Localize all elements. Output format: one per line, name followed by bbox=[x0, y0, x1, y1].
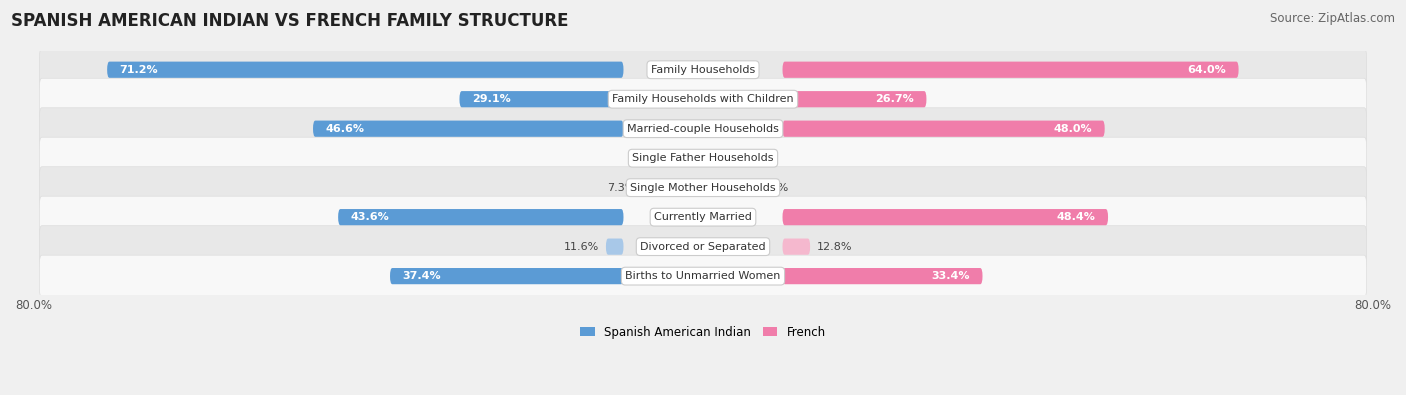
Text: SPANISH AMERICAN INDIAN VS FRENCH FAMILY STRUCTURE: SPANISH AMERICAN INDIAN VS FRENCH FAMILY… bbox=[11, 12, 569, 30]
Text: 43.6%: 43.6% bbox=[350, 212, 389, 222]
Text: 2.9%: 2.9% bbox=[644, 153, 672, 163]
FancyBboxPatch shape bbox=[39, 137, 1367, 179]
FancyBboxPatch shape bbox=[783, 120, 1105, 137]
Text: 6.0%: 6.0% bbox=[759, 182, 789, 193]
Text: Births to Unmarried Women: Births to Unmarried Women bbox=[626, 271, 780, 281]
Text: 46.6%: 46.6% bbox=[326, 124, 364, 134]
Text: 48.4%: 48.4% bbox=[1057, 212, 1095, 222]
Text: Married-couple Households: Married-couple Households bbox=[627, 124, 779, 134]
Text: Family Households with Children: Family Households with Children bbox=[612, 94, 794, 104]
FancyBboxPatch shape bbox=[783, 268, 983, 284]
Text: Divorced or Separated: Divorced or Separated bbox=[640, 242, 766, 252]
Text: 11.6%: 11.6% bbox=[564, 242, 599, 252]
FancyBboxPatch shape bbox=[460, 91, 623, 107]
Text: 64.0%: 64.0% bbox=[1187, 65, 1226, 75]
Text: 12.8%: 12.8% bbox=[817, 242, 852, 252]
Text: Source: ZipAtlas.com: Source: ZipAtlas.com bbox=[1270, 12, 1395, 25]
FancyBboxPatch shape bbox=[39, 49, 1367, 90]
Text: 48.0%: 48.0% bbox=[1053, 124, 1092, 134]
Text: Currently Married: Currently Married bbox=[654, 212, 752, 222]
Text: 26.7%: 26.7% bbox=[875, 94, 914, 104]
Text: Single Mother Households: Single Mother Households bbox=[630, 182, 776, 193]
FancyBboxPatch shape bbox=[107, 62, 623, 78]
Text: 33.4%: 33.4% bbox=[931, 271, 970, 281]
FancyBboxPatch shape bbox=[39, 167, 1367, 209]
FancyBboxPatch shape bbox=[389, 268, 623, 284]
Text: Single Father Households: Single Father Households bbox=[633, 153, 773, 163]
FancyBboxPatch shape bbox=[783, 91, 927, 107]
FancyBboxPatch shape bbox=[39, 108, 1367, 150]
Text: 37.4%: 37.4% bbox=[402, 271, 441, 281]
FancyBboxPatch shape bbox=[39, 255, 1367, 297]
FancyBboxPatch shape bbox=[39, 226, 1367, 267]
Text: 29.1%: 29.1% bbox=[472, 94, 510, 104]
FancyBboxPatch shape bbox=[337, 209, 623, 225]
FancyBboxPatch shape bbox=[783, 239, 810, 255]
FancyBboxPatch shape bbox=[783, 209, 1108, 225]
FancyBboxPatch shape bbox=[606, 239, 623, 255]
Text: 71.2%: 71.2% bbox=[120, 65, 159, 75]
FancyBboxPatch shape bbox=[314, 120, 623, 137]
FancyBboxPatch shape bbox=[39, 196, 1367, 238]
Text: Family Households: Family Households bbox=[651, 65, 755, 75]
Text: 7.3%: 7.3% bbox=[607, 182, 636, 193]
FancyBboxPatch shape bbox=[39, 78, 1367, 120]
Text: 2.4%: 2.4% bbox=[730, 153, 758, 163]
FancyBboxPatch shape bbox=[783, 62, 1239, 78]
Legend: Spanish American Indian, French: Spanish American Indian, French bbox=[576, 321, 830, 343]
